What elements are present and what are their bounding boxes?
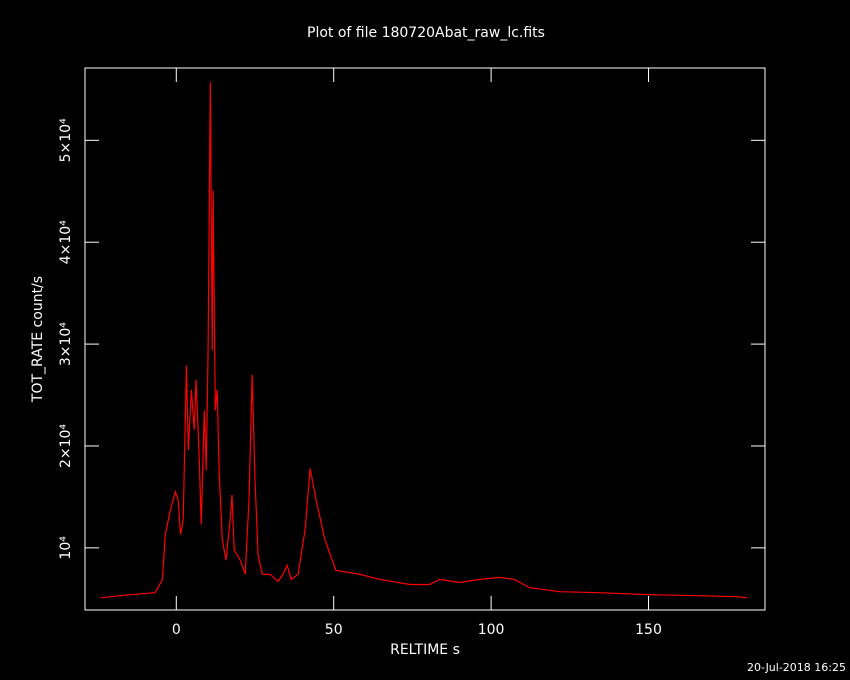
x-axis-label: RELTIME s bbox=[390, 642, 460, 658]
y-tick-label: 5×10⁴ bbox=[58, 118, 74, 162]
footer-timestamp: 20-Jul-2018 16:25 bbox=[747, 661, 846, 674]
light-curve bbox=[100, 82, 748, 599]
y-tick-label: 2×10⁴ bbox=[58, 424, 74, 468]
y-axis-label: TOT_RATE count/s bbox=[30, 276, 46, 403]
plot-frame bbox=[84, 67, 766, 611]
y-tick-label: 3×10⁴ bbox=[58, 322, 74, 366]
x-tick-label: 100 bbox=[478, 622, 505, 638]
y-tick-label: 10⁴ bbox=[58, 536, 74, 560]
chart-title: Plot of file 180720Abat_raw_lc.fits bbox=[307, 25, 545, 41]
x-tick-label: 0 bbox=[172, 622, 181, 638]
x-tick-label: 50 bbox=[325, 622, 343, 638]
y-tick-label: 4×10⁴ bbox=[58, 220, 74, 264]
x-tick-label: 150 bbox=[635, 622, 662, 638]
